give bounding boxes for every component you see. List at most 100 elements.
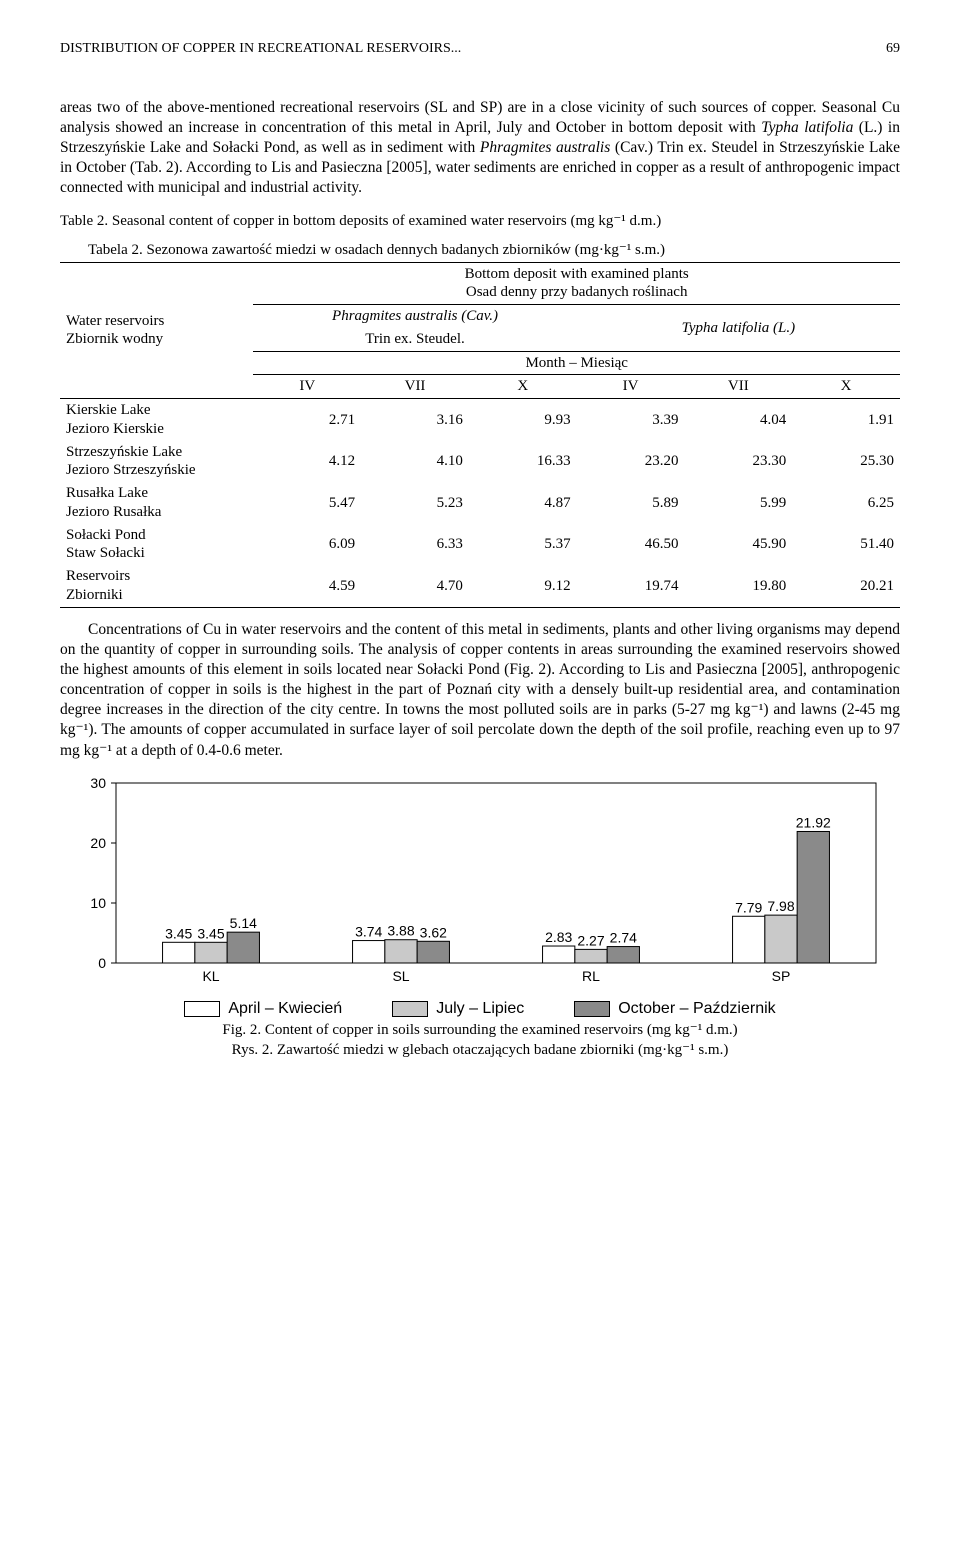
legend-label-october: October – Październik: [618, 999, 775, 1019]
table2-month-5: X: [792, 375, 900, 399]
table2-superheader: Bottom deposit with examined plants Osad…: [253, 262, 900, 305]
table-row: Strzeszyńskie LakeJezioro Strzeszyńskie4…: [60, 441, 900, 483]
svg-text:3.74: 3.74: [355, 923, 382, 939]
svg-text:2.27: 2.27: [577, 932, 604, 948]
paragraph-1: areas two of the above-mentioned recreat…: [60, 98, 900, 199]
table2-cell: 51.40: [792, 524, 900, 566]
running-header-title: DISTRIBUTION OF COPPER IN RECREATIONAL R…: [60, 40, 461, 58]
fig2-legend: April – Kwiecień July – Lipiec October –…: [60, 999, 900, 1019]
table2: Water reservoirs Zbiornik wodny Bottom d…: [60, 262, 900, 608]
table2-cell: 23.20: [577, 441, 685, 483]
table2-cell: 19.74: [577, 565, 685, 607]
table-row: Rusałka LakeJezioro Rusałka5.475.234.875…: [60, 482, 900, 524]
table2-cell: 6.25: [792, 482, 900, 524]
svg-text:3.45: 3.45: [197, 925, 224, 941]
svg-text:3.88: 3.88: [387, 922, 414, 938]
table2-month-1: VII: [361, 375, 469, 399]
table2-cell: 20.21: [792, 565, 900, 607]
table2-cell: 4.70: [361, 565, 469, 607]
table2-rowname: Sołacki PondStaw Sołacki: [60, 524, 253, 566]
table2-rowname: Rusałka LakeJezioro Rusałka: [60, 482, 253, 524]
svg-text:7.98: 7.98: [767, 898, 794, 914]
fig2-chart-svg: 0 10 20 30 3.45 3.45 5.14 KL 3.74 3.88 3.62 SL 2.83 2…: [60, 775, 900, 995]
table2-cell: 5.37: [469, 524, 577, 566]
table2-plantA-sub: Trin ex. Steudel.: [253, 328, 576, 351]
table2-rowname: Kierskie LakeJezioro Kierskie: [60, 399, 253, 441]
table2-cell: 6.33: [361, 524, 469, 566]
table2-cell: 4.10: [361, 441, 469, 483]
table2-month-0: IV: [253, 375, 361, 399]
table2-cell: 5.89: [577, 482, 685, 524]
legend-swatch-july: [392, 1001, 428, 1017]
table2-cell: 9.93: [469, 399, 577, 441]
table2-cell: 25.30: [792, 441, 900, 483]
svg-text:3.62: 3.62: [420, 924, 447, 940]
table2-superheader-pl: Osad denny przy badanych roślinach: [466, 284, 688, 300]
table2-caption-pl: Tabela 2. Sezonowa zawartość miedzi w os…: [60, 241, 900, 260]
table2-cell: 4.59: [253, 565, 361, 607]
table-row: Sołacki PondStaw Sołacki6.096.335.3746.5…: [60, 524, 900, 566]
para1-species-1: Typha latifolia: [761, 119, 853, 136]
legend-swatch-october: [574, 1001, 610, 1017]
svg-text:KL: KL: [202, 968, 219, 984]
svg-text:21.92: 21.92: [796, 814, 831, 830]
table2-cell: 2.71: [253, 399, 361, 441]
legend-item-april: April – Kwiecień: [184, 999, 342, 1019]
table2-cell: 5.99: [684, 482, 792, 524]
table2-cell: 16.33: [469, 441, 577, 483]
table2-superheader-en: Bottom deposit with examined plants: [465, 266, 689, 282]
table2-month-label: Month – Miesiąc: [253, 351, 900, 375]
table2-cell: 23.30: [684, 441, 792, 483]
svg-text:20: 20: [90, 835, 106, 851]
table2-cell: 19.80: [684, 565, 792, 607]
table2-cell: 46.50: [577, 524, 685, 566]
table2-plantA-header: Phragmites australis (Cav.): [253, 305, 576, 328]
table2-month-2: X: [469, 375, 577, 399]
svg-text:2.83: 2.83: [545, 929, 572, 945]
svg-text:30: 30: [90, 775, 106, 791]
table2-cell: 5.47: [253, 482, 361, 524]
table2-cell: 4.87: [469, 482, 577, 524]
table2-cell: 3.39: [577, 399, 685, 441]
table2-cell: 3.16: [361, 399, 469, 441]
table2-month-4: VII: [684, 375, 792, 399]
svg-text:SP: SP: [772, 968, 791, 984]
table2-cell: 6.09: [253, 524, 361, 566]
table2-cell: 5.23: [361, 482, 469, 524]
table2-month-3: IV: [577, 375, 685, 399]
table-row: Kierskie LakeJezioro Kierskie2.713.169.9…: [60, 399, 900, 441]
svg-text:2.74: 2.74: [610, 929, 637, 945]
svg-text:3.45: 3.45: [165, 925, 192, 941]
table2-plantB-header: Typha latifolia (L.): [577, 305, 900, 352]
legend-label-april: April – Kwiecień: [228, 999, 342, 1019]
running-header: DISTRIBUTION OF COPPER IN RECREATIONAL R…: [60, 40, 900, 58]
table2-col1-header: Water reservoirs Zbiornik wodny: [60, 262, 253, 399]
legend-item-october: October – Październik: [574, 999, 775, 1019]
table2-cell: 45.90: [684, 524, 792, 566]
legend-label-july: July – Lipiec: [436, 999, 524, 1019]
legend-swatch-april: [184, 1001, 220, 1017]
fig2-chart: 0 10 20 30 3.45 3.45 5.14 KL 3.74 3.88 3.62 SL 2.83 2…: [60, 775, 900, 995]
table2-plantA-name: Phragmites australis (Cav.): [332, 308, 498, 324]
table2-plantB-name: Typha latifolia (L.): [682, 320, 795, 336]
table2-rowname: ReservoirsZbiorniki: [60, 565, 253, 607]
table2-col1-header-en: Water reservoirs: [66, 313, 164, 329]
para1-species-2: Phragmites australis: [480, 139, 610, 156]
legend-item-july: July – Lipiec: [392, 999, 524, 1019]
svg-text:10: 10: [90, 895, 106, 911]
svg-text:RL: RL: [582, 968, 600, 984]
svg-text:SL: SL: [392, 968, 409, 984]
svg-text:0: 0: [98, 955, 106, 971]
fig2-caption-en: Fig. 2. Content of copper in soils surro…: [60, 1021, 900, 1040]
table2-cell: 4.04: [684, 399, 792, 441]
page-number: 69: [886, 40, 900, 58]
table2-cell: 4.12: [253, 441, 361, 483]
svg-text:7.79: 7.79: [735, 899, 762, 915]
table2-rowname: Strzeszyńskie LakeJezioro Strzeszyńskie: [60, 441, 253, 483]
svg-text:5.14: 5.14: [230, 915, 257, 931]
table2-caption-en: Table 2. Seasonal content of copper in b…: [60, 212, 900, 231]
fig2-caption-pl: Rys. 2. Zawartość miedzi w glebach otacz…: [60, 1041, 900, 1060]
table2-cell: 9.12: [469, 565, 577, 607]
paragraph-2: Concentrations of Cu in water reservoirs…: [60, 620, 900, 761]
table-row: ReservoirsZbiorniki4.594.709.1219.7419.8…: [60, 565, 900, 607]
